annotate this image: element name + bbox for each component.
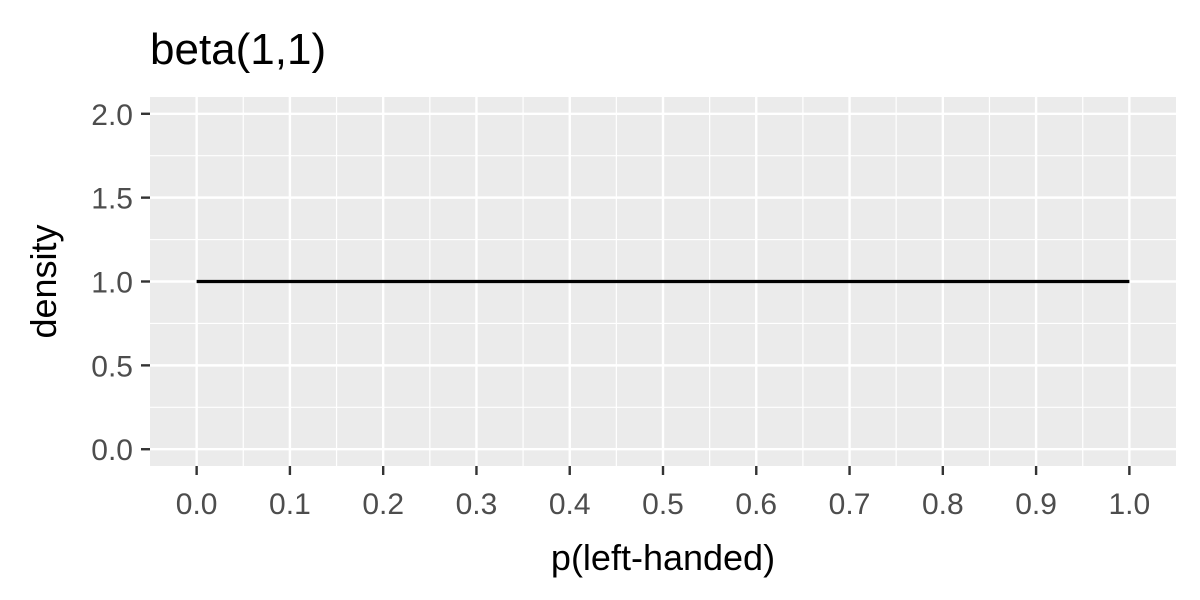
x-tick-label: 0.7	[829, 488, 871, 521]
y-axis: 0.0 0.5 1.0 1.5 2.0	[91, 99, 150, 467]
y-axis-title: density	[23, 224, 64, 338]
y-tick-label: 0.5	[91, 350, 133, 383]
x-tick-label: 0.6	[735, 488, 777, 521]
x-tick-label: 0.9	[1015, 488, 1057, 521]
x-tick-label: 0.2	[362, 488, 404, 521]
y-tick-label: 2.0	[91, 99, 133, 132]
y-tick-label: 0.0	[91, 434, 133, 467]
x-tick-label: 0.1	[269, 488, 311, 521]
y-tick-label: 1.0	[91, 267, 133, 300]
x-tick-label: 0.5	[642, 488, 684, 521]
y-tick-label: 1.5	[91, 183, 133, 216]
x-tick-label: 1.0	[1109, 488, 1151, 521]
x-tick-label: 0.0	[176, 488, 218, 521]
x-axis-title: p(left-handed)	[551, 537, 775, 578]
x-axis: 0.0 0.1 0.2 0.3 0.4 0.5 0.6 0.7 0.8 0.9 1.0	[176, 466, 1150, 521]
chart-title: beta(1,1)	[150, 25, 326, 74]
x-tick-label: 0.3	[456, 488, 498, 521]
x-tick-label: 0.4	[549, 488, 591, 521]
x-tick-label: 0.8	[922, 488, 964, 521]
